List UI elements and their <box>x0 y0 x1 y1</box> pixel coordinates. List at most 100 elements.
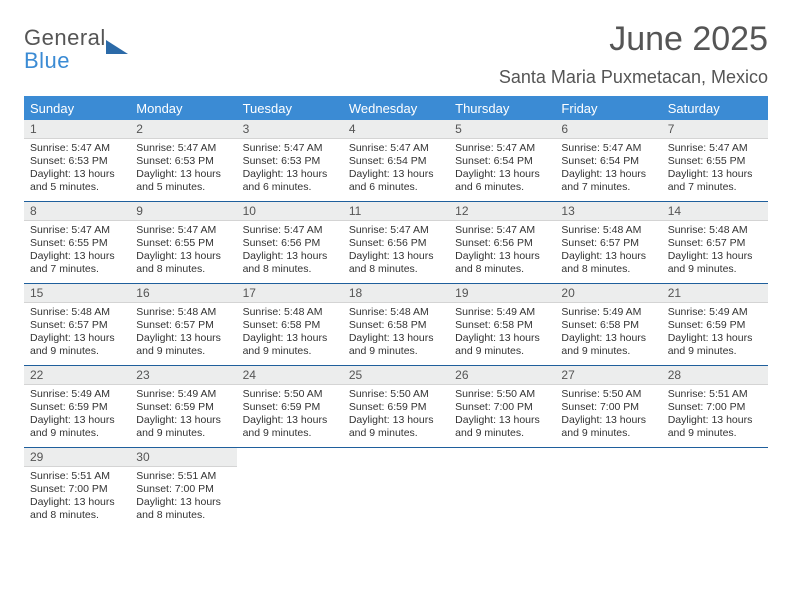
day-line-d1: Daylight: 13 hours <box>349 332 443 345</box>
dayhead-wednesday: Wednesday <box>343 96 449 120</box>
day-line-ss: Sunset: 6:57 PM <box>136 319 230 332</box>
calendar-cell <box>237 448 343 529</box>
day-line-d1: Daylight: 13 hours <box>136 250 230 263</box>
calendar-cell: 16Sunrise: 5:48 AMSunset: 6:57 PMDayligh… <box>130 284 236 366</box>
day-line-ss: Sunset: 6:55 PM <box>30 237 124 250</box>
day-line-d2: and 9 minutes. <box>349 345 443 358</box>
day-number: 24 <box>237 366 343 385</box>
day-line-ss: Sunset: 6:59 PM <box>30 401 124 414</box>
day-line-sr: Sunrise: 5:47 AM <box>30 224 124 237</box>
calendar-week: 29Sunrise: 5:51 AMSunset: 7:00 PMDayligh… <box>24 448 768 529</box>
day-line-d1: Daylight: 13 hours <box>455 332 549 345</box>
day-number: 11 <box>343 202 449 221</box>
day-line-sr: Sunrise: 5:49 AM <box>455 306 549 319</box>
dayhead-monday: Monday <box>130 96 236 120</box>
day-number: 5 <box>449 120 555 139</box>
day-line-ss: Sunset: 6:54 PM <box>561 155 655 168</box>
day-body: Sunrise: 5:48 AMSunset: 6:57 PMDaylight:… <box>662 221 768 283</box>
day-line-d2: and 9 minutes. <box>136 427 230 440</box>
day-number: 7 <box>662 120 768 139</box>
day-line-d2: and 7 minutes. <box>30 263 124 276</box>
day-line-sr: Sunrise: 5:49 AM <box>136 388 230 401</box>
day-line-d2: and 9 minutes. <box>668 427 762 440</box>
day-line-ss: Sunset: 6:59 PM <box>668 319 762 332</box>
day-body: Sunrise: 5:47 AMSunset: 6:55 PMDaylight:… <box>24 221 130 283</box>
day-line-ss: Sunset: 6:59 PM <box>136 401 230 414</box>
day-line-ss: Sunset: 6:56 PM <box>455 237 549 250</box>
dayhead-friday: Friday <box>555 96 661 120</box>
day-line-sr: Sunrise: 5:48 AM <box>30 306 124 319</box>
day-line-ss: Sunset: 6:56 PM <box>349 237 443 250</box>
day-body: Sunrise: 5:48 AMSunset: 6:57 PMDaylight:… <box>24 303 130 365</box>
day-line-ss: Sunset: 7:00 PM <box>668 401 762 414</box>
calendar-cell: 3Sunrise: 5:47 AMSunset: 6:53 PMDaylight… <box>237 120 343 202</box>
dayhead-thursday: Thursday <box>449 96 555 120</box>
page-header: General Blue June 2025 Santa Maria Puxme… <box>24 20 768 88</box>
day-body: Sunrise: 5:51 AMSunset: 7:00 PMDaylight:… <box>24 467 130 529</box>
day-body: Sunrise: 5:47 AMSunset: 6:53 PMDaylight:… <box>24 139 130 201</box>
day-body: Sunrise: 5:47 AMSunset: 6:54 PMDaylight:… <box>449 139 555 201</box>
day-line-d2: and 8 minutes. <box>561 263 655 276</box>
calendar-cell: 8Sunrise: 5:47 AMSunset: 6:55 PMDaylight… <box>24 202 130 284</box>
day-line-d2: and 9 minutes. <box>243 427 337 440</box>
day-number: 28 <box>662 366 768 385</box>
calendar-cell: 23Sunrise: 5:49 AMSunset: 6:59 PMDayligh… <box>130 366 236 448</box>
calendar-cell: 28Sunrise: 5:51 AMSunset: 7:00 PMDayligh… <box>662 366 768 448</box>
day-line-d2: and 9 minutes. <box>455 427 549 440</box>
day-number: 16 <box>130 284 236 303</box>
calendar-cell <box>662 448 768 529</box>
day-body: Sunrise: 5:47 AMSunset: 6:53 PMDaylight:… <box>130 139 236 201</box>
day-line-d1: Daylight: 13 hours <box>30 332 124 345</box>
day-line-ss: Sunset: 6:55 PM <box>136 237 230 250</box>
day-line-sr: Sunrise: 5:47 AM <box>349 224 443 237</box>
calendar-cell: 6Sunrise: 5:47 AMSunset: 6:54 PMDaylight… <box>555 120 661 202</box>
day-line-d1: Daylight: 13 hours <box>455 168 549 181</box>
day-line-ss: Sunset: 6:58 PM <box>455 319 549 332</box>
day-line-d2: and 8 minutes. <box>136 263 230 276</box>
day-line-ss: Sunset: 6:58 PM <box>561 319 655 332</box>
day-line-d2: and 9 minutes. <box>561 345 655 358</box>
day-body: Sunrise: 5:47 AMSunset: 6:56 PMDaylight:… <box>343 221 449 283</box>
day-line-sr: Sunrise: 5:47 AM <box>243 142 337 155</box>
calendar-cell: 4Sunrise: 5:47 AMSunset: 6:54 PMDaylight… <box>343 120 449 202</box>
day-body: Sunrise: 5:47 AMSunset: 6:54 PMDaylight:… <box>555 139 661 201</box>
day-body: Sunrise: 5:50 AMSunset: 6:59 PMDaylight:… <box>237 385 343 447</box>
logo-triangle-icon <box>106 40 128 54</box>
day-line-ss: Sunset: 6:55 PM <box>668 155 762 168</box>
day-line-d1: Daylight: 13 hours <box>668 168 762 181</box>
day-line-sr: Sunrise: 5:47 AM <box>455 224 549 237</box>
day-number: 6 <box>555 120 661 139</box>
day-number: 29 <box>24 448 130 467</box>
day-body: Sunrise: 5:49 AMSunset: 6:59 PMDaylight:… <box>130 385 236 447</box>
day-body: Sunrise: 5:48 AMSunset: 6:58 PMDaylight:… <box>237 303 343 365</box>
day-line-d2: and 6 minutes. <box>243 181 337 194</box>
calendar-cell <box>555 448 661 529</box>
calendar: Sunday Monday Tuesday Wednesday Thursday… <box>24 96 768 529</box>
day-line-d2: and 9 minutes. <box>455 345 549 358</box>
day-body: Sunrise: 5:51 AMSunset: 7:00 PMDaylight:… <box>662 385 768 447</box>
calendar-cell: 24Sunrise: 5:50 AMSunset: 6:59 PMDayligh… <box>237 366 343 448</box>
day-line-sr: Sunrise: 5:47 AM <box>136 142 230 155</box>
logo: General Blue <box>24 26 128 72</box>
day-line-ss: Sunset: 7:00 PM <box>30 483 124 496</box>
day-line-d2: and 9 minutes. <box>30 345 124 358</box>
day-line-ss: Sunset: 6:58 PM <box>349 319 443 332</box>
day-line-d1: Daylight: 13 hours <box>455 250 549 263</box>
day-body: Sunrise: 5:51 AMSunset: 7:00 PMDaylight:… <box>130 467 236 529</box>
day-line-d1: Daylight: 13 hours <box>30 496 124 509</box>
day-line-ss: Sunset: 6:54 PM <box>349 155 443 168</box>
calendar-cell: 25Sunrise: 5:50 AMSunset: 6:59 PMDayligh… <box>343 366 449 448</box>
day-line-d1: Daylight: 13 hours <box>561 414 655 427</box>
day-number: 14 <box>662 202 768 221</box>
logo-text-top: General <box>24 26 106 49</box>
day-line-d2: and 5 minutes. <box>136 181 230 194</box>
day-line-d1: Daylight: 13 hours <box>668 414 762 427</box>
day-line-ss: Sunset: 6:57 PM <box>561 237 655 250</box>
day-number: 25 <box>343 366 449 385</box>
day-line-d1: Daylight: 13 hours <box>30 414 124 427</box>
day-line-d2: and 8 minutes. <box>243 263 337 276</box>
day-line-ss: Sunset: 6:58 PM <box>243 319 337 332</box>
day-number: 20 <box>555 284 661 303</box>
day-number: 2 <box>130 120 236 139</box>
day-number: 27 <box>555 366 661 385</box>
